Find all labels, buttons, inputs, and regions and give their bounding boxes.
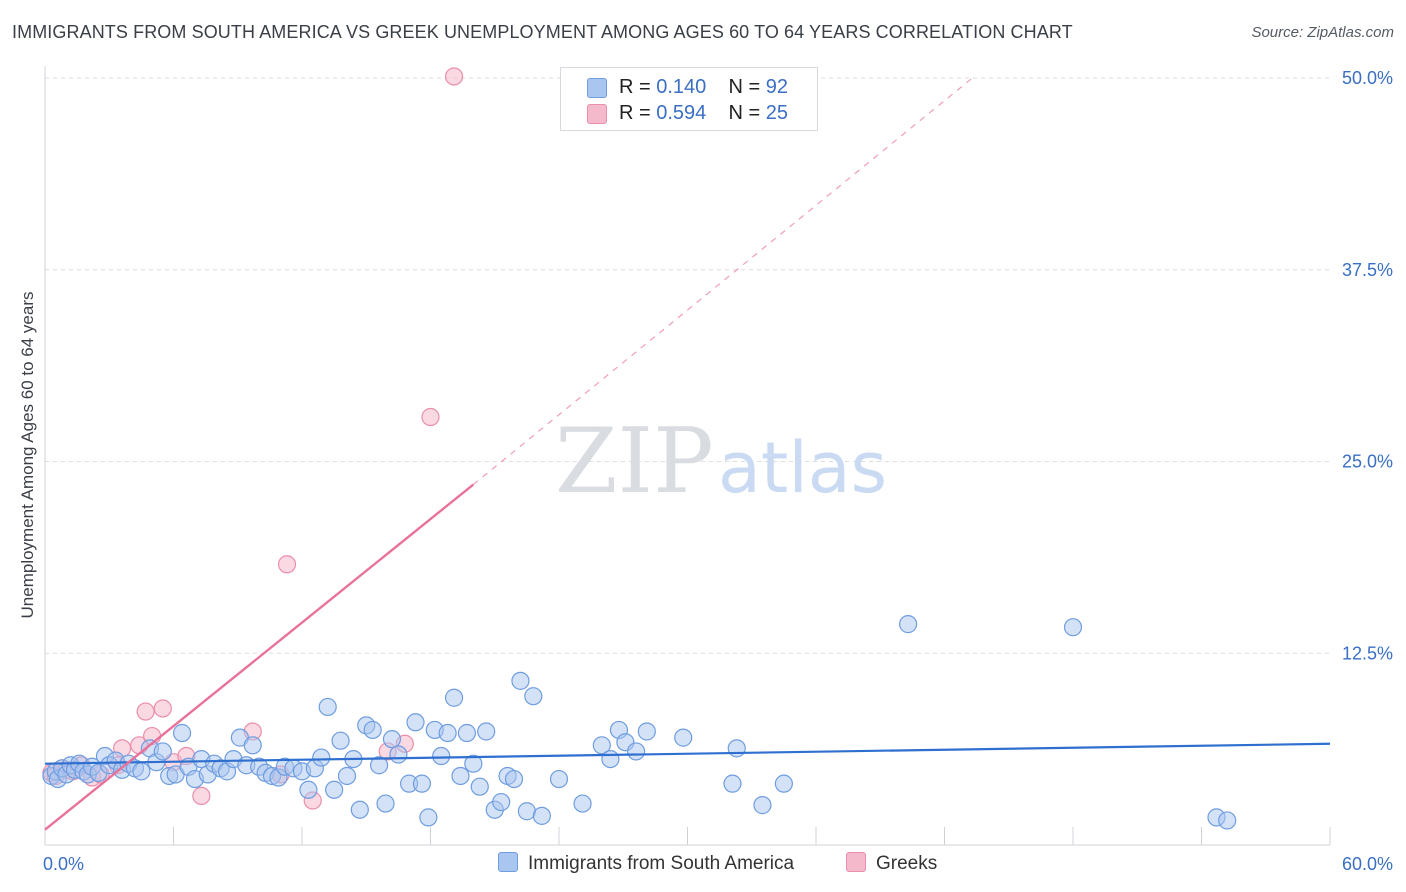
- greeks-trendline-extension: [472, 77, 973, 485]
- south-america-points: [42, 615, 1237, 830]
- south-america-point: [592, 736, 611, 755]
- south-america-point: [457, 723, 477, 743]
- south-america-point: [318, 697, 337, 717]
- chart-source: Source: ZipAtlas.com: [1251, 24, 1394, 41]
- greeks-point: [192, 786, 211, 806]
- x-tick-label-min: 0.0%: [43, 854, 84, 874]
- legend-r-value: 0.594: [656, 102, 707, 124]
- south-america-point: [406, 713, 425, 732]
- south-america-point: [517, 802, 536, 821]
- south-america-point: [331, 731, 350, 750]
- south-america-point: [753, 796, 772, 815]
- south-america-point: [312, 748, 331, 767]
- y-tick-label: 12.5%: [1342, 643, 1393, 663]
- south-america-point: [1063, 618, 1083, 637]
- south-america-point: [470, 777, 489, 796]
- legend-r-label: R =: [619, 76, 651, 98]
- south-america-point: [524, 687, 543, 706]
- south-america-point: [637, 722, 656, 741]
- south-america-point: [464, 754, 483, 773]
- south-america-point: [382, 730, 402, 749]
- south-america-point: [172, 723, 192, 743]
- south-america-point: [412, 774, 432, 793]
- tick-labels: 12.5% 25.0% 37.5% 50.0% 0.0% 60.0%: [43, 68, 1393, 874]
- legend-r-label: R =: [619, 102, 651, 124]
- south-america-point: [337, 766, 357, 786]
- trendlines: [44, 77, 1331, 831]
- greeks-point: [136, 702, 155, 721]
- bottom-legend-swatch-blue: [498, 852, 518, 872]
- south-america-point: [504, 769, 524, 789]
- watermark-zip: ZIP: [555, 409, 714, 514]
- south-america-trendline: [44, 742, 1331, 765]
- south-america-point: [363, 720, 382, 740]
- x-tick-label-max: 60.0%: [1342, 854, 1393, 874]
- axes: [44, 66, 1331, 846]
- correlation-legend: R = 0.140 N = 92 R = 0.594 N = 25: [560, 67, 818, 131]
- south-america-point: [727, 739, 746, 758]
- legend-n-label: N =: [728, 76, 761, 98]
- legend-r-value: 0.140: [656, 76, 707, 98]
- south-america-point: [573, 794, 592, 813]
- south-america-point: [419, 808, 438, 827]
- south-america-point: [432, 746, 451, 766]
- south-america-point: [132, 762, 151, 781]
- greeks-point: [421, 407, 440, 427]
- chart-title: IMMIGRANTS FROM SOUTH AMERICA VS GREEK U…: [12, 22, 1073, 42]
- south-america-point: [389, 745, 408, 764]
- greeks-point: [444, 67, 464, 86]
- y-tick-label: 25.0%: [1342, 452, 1393, 472]
- south-america-point: [898, 615, 918, 634]
- south-america-point: [444, 688, 464, 707]
- south-america-point: [325, 780, 344, 799]
- south-america-point: [153, 742, 172, 761]
- legend-swatch-blue: [587, 78, 607, 98]
- y-tick-label: 37.5%: [1342, 260, 1393, 280]
- south-america-point: [477, 722, 496, 741]
- greeks-points: [42, 67, 464, 810]
- y-tick-label: 50.0%: [1342, 68, 1393, 88]
- watermark: ZIP atlas: [555, 409, 887, 514]
- south-america-point: [532, 806, 551, 825]
- south-america-point: [370, 756, 389, 775]
- legend-n-value: 92: [765, 76, 789, 98]
- greeks-point: [277, 555, 297, 574]
- legend-swatch-pink: [587, 104, 607, 124]
- legend-n-label: N =: [728, 102, 761, 124]
- south-america-point: [376, 794, 395, 813]
- south-america-point: [492, 792, 511, 812]
- greeks-point: [153, 699, 172, 718]
- gridlines: [45, 77, 1330, 654]
- south-america-point: [774, 774, 793, 793]
- south-america-point: [451, 766, 470, 786]
- bottom-legend-south-america: Immigrants from South America: [498, 852, 794, 875]
- greeks-trendline: [44, 483, 475, 831]
- south-america-point: [350, 800, 369, 819]
- watermark-atlas: atlas: [718, 427, 887, 509]
- south-america-point: [243, 736, 262, 755]
- south-america-point: [601, 749, 620, 769]
- south-america-point: [549, 769, 569, 789]
- bottom-legend-label: Greeks: [876, 853, 938, 874]
- south-america-point: [511, 671, 530, 690]
- legend-n-value: 25: [765, 102, 789, 124]
- south-america-point: [626, 742, 646, 761]
- south-america-point: [299, 780, 318, 799]
- bottom-legend-greeks: Greeks: [846, 852, 937, 875]
- south-america-point: [1218, 811, 1237, 830]
- bottom-legend-label: Immigrants from South America: [528, 853, 795, 874]
- south-america-point: [723, 774, 742, 793]
- south-america-point: [674, 728, 693, 747]
- bottom-legend-swatch-pink: [846, 852, 866, 872]
- south-america-point: [438, 723, 457, 743]
